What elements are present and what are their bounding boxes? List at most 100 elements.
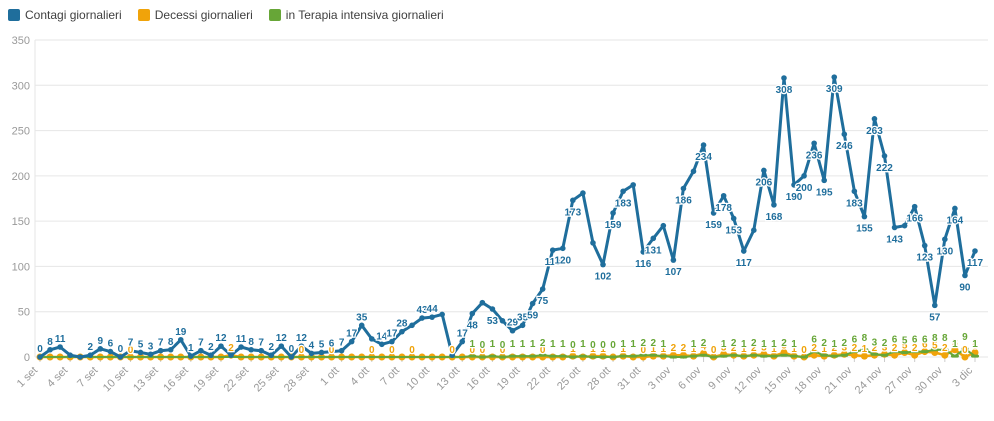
- svg-text:222: 222: [876, 163, 893, 174]
- svg-text:1: 1: [620, 344, 626, 355]
- svg-text:155: 155: [856, 224, 873, 235]
- svg-text:44: 44: [427, 304, 439, 315]
- svg-text:2: 2: [872, 343, 878, 354]
- svg-text:250: 250: [12, 126, 30, 138]
- svg-text:3: 3: [721, 342, 727, 353]
- svg-text:28 ott: 28 ott: [585, 365, 613, 393]
- svg-text:178: 178: [715, 203, 732, 214]
- svg-text:1: 1: [560, 339, 566, 350]
- svg-text:0: 0: [570, 340, 576, 351]
- svg-text:17: 17: [386, 329, 398, 340]
- svg-text:6: 6: [912, 335, 918, 346]
- svg-text:1: 1: [490, 339, 496, 350]
- svg-text:123: 123: [916, 253, 933, 264]
- svg-text:29: 29: [507, 318, 519, 329]
- svg-text:143: 143: [886, 234, 903, 245]
- svg-text:168: 168: [766, 212, 783, 223]
- svg-text:100: 100: [12, 261, 30, 273]
- svg-text:0: 0: [409, 345, 415, 356]
- svg-text:10 set: 10 set: [101, 365, 131, 395]
- svg-text:27 nov: 27 nov: [883, 364, 915, 396]
- svg-text:90: 90: [959, 282, 971, 293]
- svg-text:48: 48: [467, 321, 479, 332]
- svg-text:1: 1: [691, 344, 697, 355]
- svg-text:3 dic: 3 dic: [950, 364, 975, 389]
- svg-text:8: 8: [942, 333, 948, 344]
- svg-text:6: 6: [852, 335, 858, 346]
- svg-text:7: 7: [128, 338, 134, 349]
- svg-text:1: 1: [530, 339, 536, 350]
- svg-text:0: 0: [299, 345, 305, 356]
- legend-label-terapia: in Terapia intensiva giornalieri: [285, 8, 444, 22]
- svg-text:300: 300: [12, 80, 30, 92]
- legend-item-decessi[interactable]: Decessi giornalieri: [137, 8, 253, 22]
- svg-text:2: 2: [540, 338, 546, 349]
- svg-text:1 ott: 1 ott: [318, 365, 342, 389]
- svg-text:2: 2: [821, 338, 827, 349]
- svg-text:1: 1: [550, 339, 556, 350]
- svg-text:6: 6: [922, 335, 928, 346]
- svg-text:2: 2: [681, 343, 687, 354]
- svg-text:6: 6: [108, 339, 114, 350]
- svg-text:118: 118: [545, 257, 562, 268]
- svg-text:2: 2: [268, 342, 274, 353]
- svg-text:7: 7: [158, 338, 164, 349]
- svg-text:59: 59: [527, 311, 539, 322]
- svg-text:6: 6: [811, 335, 817, 346]
- svg-text:200: 200: [12, 171, 30, 183]
- svg-text:308: 308: [776, 85, 793, 96]
- svg-text:0: 0: [480, 340, 486, 351]
- svg-text:6 nov: 6 nov: [676, 364, 704, 392]
- svg-text:2: 2: [781, 338, 787, 349]
- svg-text:236: 236: [806, 150, 823, 161]
- svg-text:1: 1: [600, 344, 606, 355]
- svg-text:35: 35: [356, 312, 368, 323]
- svg-text:28: 28: [396, 319, 408, 330]
- svg-text:0: 0: [711, 345, 717, 356]
- svg-text:130: 130: [936, 246, 953, 257]
- svg-text:2: 2: [701, 338, 707, 349]
- svg-text:1: 1: [691, 339, 697, 350]
- svg-text:1: 1: [862, 344, 868, 355]
- svg-text:13 set: 13 set: [131, 365, 161, 395]
- svg-text:206: 206: [756, 177, 773, 188]
- legend-item-terapia[interactable]: in Terapia intensiva giornalieri: [268, 8, 444, 22]
- svg-text:2: 2: [831, 343, 837, 354]
- svg-text:150: 150: [12, 216, 30, 228]
- svg-text:1: 1: [570, 344, 576, 355]
- svg-text:186: 186: [675, 196, 692, 207]
- svg-text:0: 0: [600, 340, 606, 351]
- svg-text:19: 19: [175, 327, 187, 338]
- svg-text:120: 120: [554, 255, 571, 266]
- svg-text:50: 50: [18, 307, 30, 319]
- svg-text:2: 2: [751, 338, 757, 349]
- svg-text:234: 234: [695, 152, 712, 163]
- legend-item-contagi[interactable]: Contagi giornalieri: [8, 8, 122, 22]
- svg-text:200: 200: [796, 183, 813, 194]
- svg-text:1: 1: [952, 339, 958, 350]
- svg-text:6: 6: [922, 340, 928, 351]
- svg-text:12 nov: 12 nov: [732, 364, 764, 396]
- svg-text:159: 159: [705, 220, 722, 231]
- svg-text:131: 131: [645, 245, 662, 256]
- svg-text:164: 164: [947, 215, 964, 226]
- svg-text:2: 2: [882, 338, 888, 349]
- svg-text:0: 0: [540, 345, 546, 356]
- svg-text:1: 1: [620, 339, 626, 350]
- svg-text:7: 7: [198, 338, 204, 349]
- svg-text:153: 153: [725, 225, 742, 236]
- svg-text:10 ott: 10 ott: [404, 365, 432, 393]
- svg-text:53: 53: [487, 316, 499, 327]
- svg-text:8: 8: [862, 333, 868, 344]
- svg-text:2: 2: [842, 338, 848, 349]
- svg-text:18 nov: 18 nov: [792, 364, 824, 396]
- svg-text:166: 166: [906, 214, 923, 225]
- svg-text:0: 0: [640, 345, 646, 356]
- svg-text:24 nov: 24 nov: [853, 364, 885, 396]
- svg-text:22 ott: 22 ott: [525, 365, 553, 393]
- svg-text:0: 0: [500, 345, 506, 356]
- legend-label-contagi: Contagi giornalieri: [25, 8, 122, 22]
- chart-legend: Contagi giornalieri Decessi giornalieri …: [8, 8, 444, 22]
- svg-text:246: 246: [836, 141, 853, 152]
